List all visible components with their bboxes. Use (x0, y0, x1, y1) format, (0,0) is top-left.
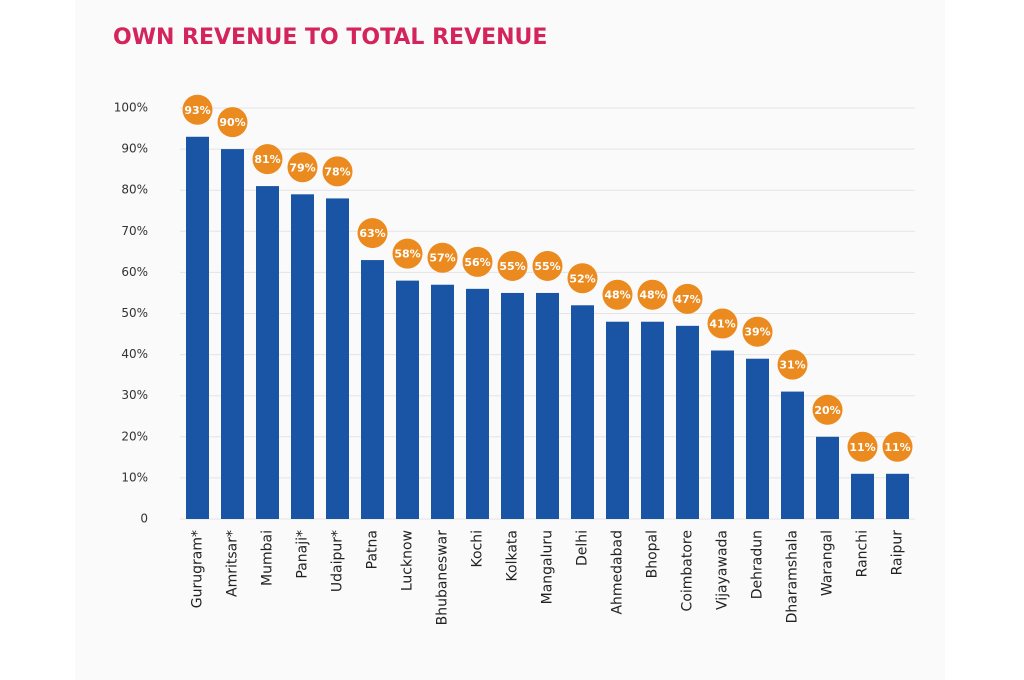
value-label-badge (637, 279, 668, 310)
value-label-badge (742, 316, 773, 347)
y-tick-label: 50% (121, 306, 148, 320)
value-label-badge (252, 144, 283, 175)
bar (886, 473, 909, 519)
value-label-badge (392, 238, 423, 269)
bar (536, 292, 559, 519)
value-label: 55% (534, 260, 560, 273)
x-tick-label: Patna (365, 530, 381, 569)
y-tick-label: 0 (140, 512, 148, 526)
x-tick-label: Gurugram* (190, 530, 206, 608)
x-tick-label: Kolkata (505, 530, 521, 581)
bar (816, 436, 839, 519)
x-tick-label: Dehradun (750, 530, 766, 599)
value-label: 11% (849, 441, 875, 454)
y-tick-label: 60% (121, 265, 148, 279)
value-label-badge (672, 283, 703, 314)
value-label-badge (882, 431, 913, 462)
x-tick-label: Panaji* (295, 530, 311, 579)
x-tick-label: Warangal (820, 530, 836, 596)
bar (851, 473, 874, 519)
x-tick-label: Mumbai (260, 530, 276, 586)
value-label: 47% (674, 293, 700, 306)
bar (781, 391, 804, 519)
value-label: 56% (464, 256, 490, 269)
value-label-badge (427, 242, 458, 273)
bar (291, 194, 314, 519)
y-tick-label: 20% (121, 429, 148, 443)
value-label: 52% (569, 272, 595, 285)
value-label: 58% (394, 248, 420, 261)
bar (676, 325, 699, 519)
value-label: 11% (884, 441, 910, 454)
y-tick-label: 10% (121, 470, 148, 484)
value-label-badge (287, 152, 318, 183)
bar (606, 321, 629, 519)
y-tick-label: 90% (121, 142, 148, 156)
y-tick-label: 30% (121, 388, 148, 402)
y-tick-label: 70% (121, 224, 148, 238)
bar (396, 280, 419, 519)
bar (641, 321, 664, 519)
value-label: 39% (744, 326, 770, 339)
value-label: 63% (359, 227, 385, 240)
value-label: 93% (184, 104, 210, 117)
x-tick-label: Udaipur* (330, 530, 346, 592)
bar (571, 305, 594, 519)
x-tick-label: Bhopal (645, 530, 661, 578)
value-label-badge (707, 308, 738, 339)
value-label-badge (462, 246, 493, 277)
x-tick-label: Coimbatore (680, 530, 696, 611)
x-tick-label: Dharamshala (785, 530, 801, 623)
value-label-badge (847, 431, 878, 462)
value-label-badge (532, 250, 563, 281)
bar (746, 358, 769, 519)
bar (466, 288, 489, 519)
y-tick-label: 100% (114, 101, 148, 115)
y-tick-label: 40% (121, 347, 148, 361)
value-label-badge (182, 94, 213, 125)
x-tick-label: Kochi (470, 530, 486, 568)
x-tick-label: Lucknow (400, 530, 416, 591)
value-label: 48% (604, 289, 630, 302)
value-label: 31% (779, 359, 805, 372)
value-label-badge (322, 156, 353, 187)
x-tick-label: Ahmedabad (610, 530, 626, 615)
value-label-badge (357, 218, 388, 249)
x-tick-label: Amritsar* (225, 530, 241, 597)
bar (326, 198, 349, 520)
x-tick-label: Delhi (575, 530, 591, 566)
value-label-badge (602, 279, 633, 310)
bar (256, 186, 279, 519)
x-tick-label: Ranchi (855, 530, 871, 577)
bar (711, 350, 734, 519)
bar (186, 136, 209, 519)
bar (221, 149, 244, 519)
value-label-badge (777, 349, 808, 380)
chart-title: OWN REVENUE TO TOTAL REVENUE (113, 25, 547, 50)
value-label: 90% (219, 116, 245, 129)
value-label-badge (567, 263, 598, 294)
x-tick-label: Vijayawada (715, 530, 731, 610)
bar (361, 260, 384, 519)
bar (431, 284, 454, 519)
value-label: 41% (709, 317, 735, 330)
value-label-badge (217, 107, 248, 138)
x-tick-label: Raipur (890, 530, 906, 576)
value-label-badge (812, 394, 843, 425)
x-tick-label: Mangaluru (540, 530, 556, 604)
value-label: 57% (429, 252, 455, 265)
value-label: 48% (639, 289, 665, 302)
bar (501, 292, 524, 519)
value-label: 79% (289, 161, 315, 174)
value-label: 81% (254, 153, 280, 166)
y-tick-label: 80% (121, 183, 148, 197)
value-label: 20% (814, 404, 840, 417)
value-label: 55% (499, 260, 525, 273)
value-label-badge (497, 250, 528, 281)
value-label: 78% (324, 165, 350, 178)
x-tick-label: Bhubaneswar (435, 530, 451, 626)
